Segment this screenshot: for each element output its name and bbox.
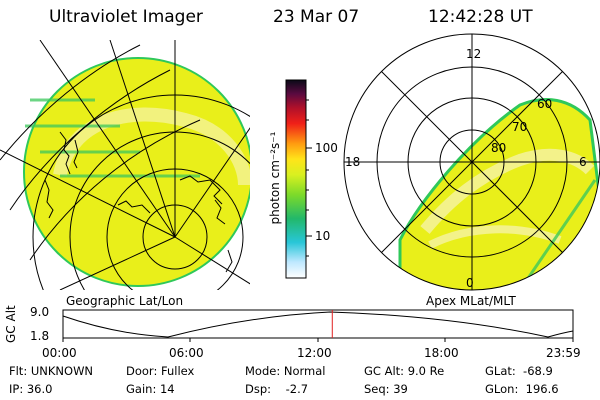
status-glat: GLat: -68.9	[485, 364, 553, 378]
apex-aurora-band	[420, 148, 595, 234]
status-ip: IP: 36.0	[9, 382, 53, 396]
timeline-altitude-curve	[62, 311, 574, 338]
timeline-plot	[62, 309, 574, 342]
mlat-label-60: 60	[537, 97, 553, 111]
geographic-grid	[0, 40, 250, 290]
mlat-label-70: 70	[512, 120, 528, 134]
date-label: 23 Mar 07	[273, 7, 360, 27]
mlt-label-6: 6	[579, 155, 587, 169]
apex-image	[343, 33, 600, 291]
status-mode: Mode: Normal	[245, 364, 326, 378]
coastlines	[44, 131, 233, 273]
time-label: 12:42:28 UT	[428, 7, 533, 27]
status-seq: Seq: 39	[364, 382, 408, 396]
status-filter: Flt: UNKNOWN	[9, 364, 94, 378]
colorbar-ticks	[306, 99, 312, 257]
status-gain: Gain: 14	[126, 382, 175, 396]
colorbar-tick-100: 100	[315, 141, 338, 155]
geographic-aurora-disk	[23, 57, 250, 287]
status-dsp: Dsp: -2.7	[245, 382, 309, 396]
geographic-image	[0, 40, 250, 290]
timeline-x-tick-4: 23:59	[546, 346, 581, 360]
timeline-x-tick-0: 00:00	[42, 346, 77, 360]
geographic-stripes	[25, 98, 200, 178]
instrument-title: Ultraviolet Imager	[49, 7, 203, 27]
timeline-y-tick-top: 9.0	[30, 305, 50, 319]
status-gc-alt: GC Alt: 9.0 Re	[364, 364, 445, 378]
status-door: Door: Fullex	[126, 364, 195, 378]
mlt-label-18: 18	[345, 155, 361, 169]
apex-aurora-region	[398, 98, 600, 290]
left-panel-caption: Geographic Lat/Lon	[66, 294, 184, 308]
mlat-label-80: 80	[491, 141, 507, 155]
timeline-x-tick-2: 12:00	[297, 346, 332, 360]
status-glon: GLon: 196.6	[485, 382, 559, 396]
geographic-aurora-band	[53, 107, 250, 186]
colorbar	[285, 79, 307, 279]
right-panel-caption: Apex MLat/MLT	[426, 294, 516, 308]
colorbar-tick-10: 10	[315, 229, 331, 243]
apex-grid	[343, 33, 600, 291]
colorbar-unit-label: photon cm⁻²s⁻¹	[268, 131, 282, 225]
timeline-x-tick-3: 18:00	[424, 346, 459, 360]
timeline-y-label: GC Alt	[4, 305, 18, 343]
timeline-x-tick-1: 06:00	[169, 346, 204, 360]
mlt-label-0: 0	[466, 276, 474, 290]
mlt-label-12: 12	[466, 47, 482, 61]
timeline-y-tick-bottom: 1.8	[30, 329, 50, 343]
